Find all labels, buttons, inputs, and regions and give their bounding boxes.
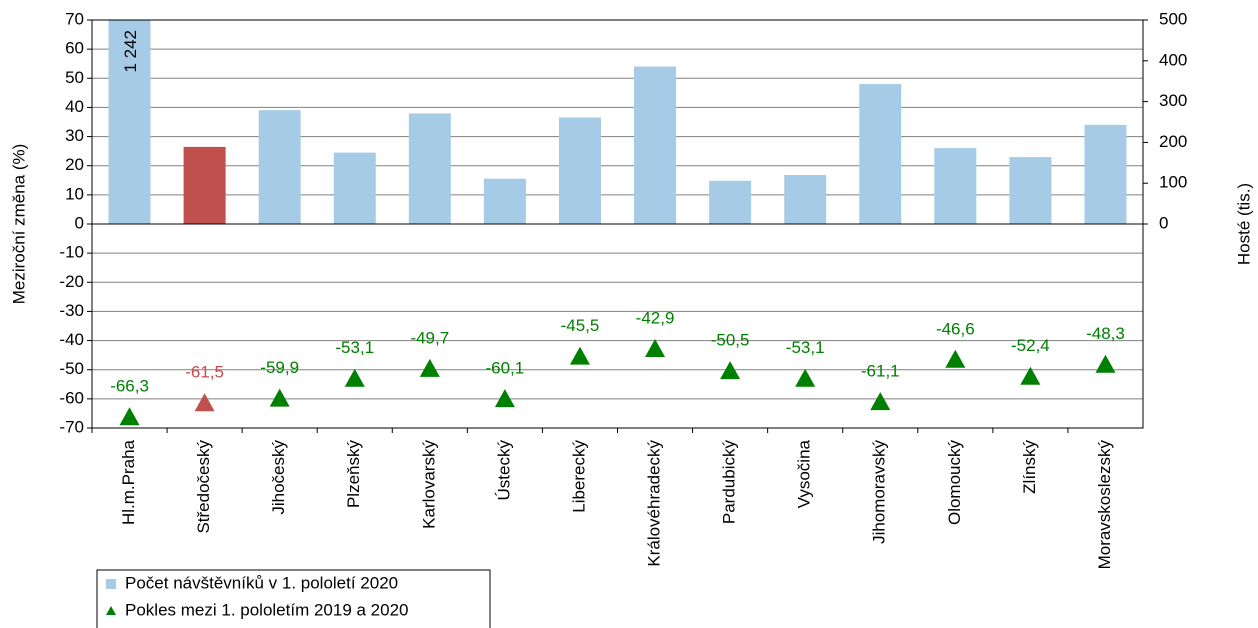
- x-tick-label: Plzeňský: [344, 440, 363, 509]
- point-value-label: -53,1: [335, 338, 374, 357]
- y-tick-label: -50: [59, 359, 84, 378]
- y2-tick-label: 200: [1159, 132, 1187, 151]
- bar-value-label: 1 242: [121, 30, 140, 73]
- y2-tick-label: 400: [1159, 50, 1187, 69]
- point-value-label: -61,1: [861, 362, 900, 381]
- x-tick-label: Ústecký: [494, 440, 513, 501]
- x-tick-label: Královéhradecký: [645, 440, 664, 567]
- triangle-marker: [795, 368, 816, 387]
- legend-marker: [106, 579, 116, 589]
- x-tick-label: Moravskoslezský: [1095, 440, 1114, 570]
- triangle-marker: [720, 361, 741, 380]
- triangle-marker: [344, 368, 365, 387]
- legend-label: Počet návštěvníků v 1. pololetí 2020: [125, 573, 398, 592]
- point-value-label: -66,3: [110, 377, 149, 396]
- bar: [634, 66, 677, 225]
- bar: [108, 20, 151, 224]
- y-tick-label: -40: [59, 330, 84, 349]
- x-tick-label: Jihomoravský: [870, 440, 889, 544]
- point-value-label: -61,5: [185, 363, 224, 382]
- y-tick-label: 20: [65, 155, 84, 174]
- x-tick-label: Středočeský: [194, 440, 213, 534]
- y2-tick-label: 500: [1159, 9, 1187, 28]
- triangle-marker: [194, 393, 215, 412]
- triangle-marker: [1020, 366, 1041, 385]
- bar: [784, 175, 827, 224]
- x-tick-label: Zlínský: [1020, 440, 1039, 494]
- point-value-label: -50,5: [711, 331, 750, 350]
- y2-axis-label: Hosté (tis.): [1234, 183, 1253, 265]
- y-tick-label: 60: [65, 39, 84, 58]
- x-tick-label: Jihočeský: [269, 440, 288, 515]
- legend-marker: [106, 606, 116, 615]
- point-value-label: -49,7: [410, 328, 449, 347]
- bar: [934, 148, 977, 224]
- y-tick-label: 70: [65, 9, 84, 28]
- x-tick-label: Pardubický: [720, 440, 739, 525]
- y-tick-label: 0: [75, 213, 84, 232]
- triangle-marker: [945, 349, 966, 368]
- y-tick-label: -30: [59, 301, 84, 320]
- bar: [333, 152, 376, 224]
- bar: [1084, 124, 1127, 224]
- bar: [709, 180, 752, 224]
- legend-label: Pokles mezi 1. pololetím 2019 a 2020: [125, 600, 409, 619]
- y2-tick-label: 300: [1159, 91, 1187, 110]
- legend-box: [96, 569, 491, 628]
- x-tick-label: Vysočina: [795, 439, 814, 508]
- point-value-label: -42,9: [636, 309, 675, 328]
- point-value-label: -52,4: [1011, 336, 1050, 355]
- y-tick-label: -10: [59, 243, 84, 262]
- x-tick-label: Olomoucký: [945, 440, 964, 526]
- y2-tick-label: 0: [1159, 213, 1168, 232]
- bar: [859, 84, 902, 224]
- x-tick-label: Liberecký: [569, 440, 588, 513]
- y-tick-label: -70: [59, 417, 84, 436]
- point-value-label: -60,1: [486, 359, 525, 378]
- y-tick-label: 30: [65, 126, 84, 145]
- y-tick-label: 40: [65, 97, 84, 116]
- bar: [183, 146, 226, 224]
- bar: [558, 117, 601, 224]
- triangle-marker: [1095, 354, 1116, 373]
- triangle-marker: [645, 339, 666, 358]
- point-value-label: -59,9: [260, 358, 299, 377]
- point-value-label: -53,1: [786, 338, 825, 357]
- triangle-marker: [119, 407, 140, 426]
- triangle-marker: [870, 392, 891, 411]
- x-tick-label: Karlovarský: [419, 440, 438, 529]
- y-axis-label: Meziroční změna (%): [9, 144, 28, 305]
- y-tick-label: 50: [65, 68, 84, 87]
- bar: [408, 113, 451, 224]
- x-tick-label: Hl.m.Praha: [119, 439, 138, 525]
- triangle-marker: [494, 389, 515, 408]
- bar: [1009, 157, 1052, 224]
- bar: [483, 178, 526, 224]
- plot-area: [108, 20, 1127, 225]
- triangle-marker: [419, 358, 440, 377]
- y-tick-label: 10: [65, 184, 84, 203]
- point-value-label: -46,6: [936, 319, 975, 338]
- y2-tick-label: 100: [1159, 173, 1187, 192]
- bar: [258, 110, 301, 224]
- point-value-label: -45,5: [561, 316, 600, 335]
- y-tick-label: -20: [59, 272, 84, 291]
- point-value-label: -48,3: [1086, 324, 1125, 343]
- y-tick-label: -60: [59, 388, 84, 407]
- triangle-marker: [569, 346, 590, 365]
- triangle-marker: [269, 388, 290, 407]
